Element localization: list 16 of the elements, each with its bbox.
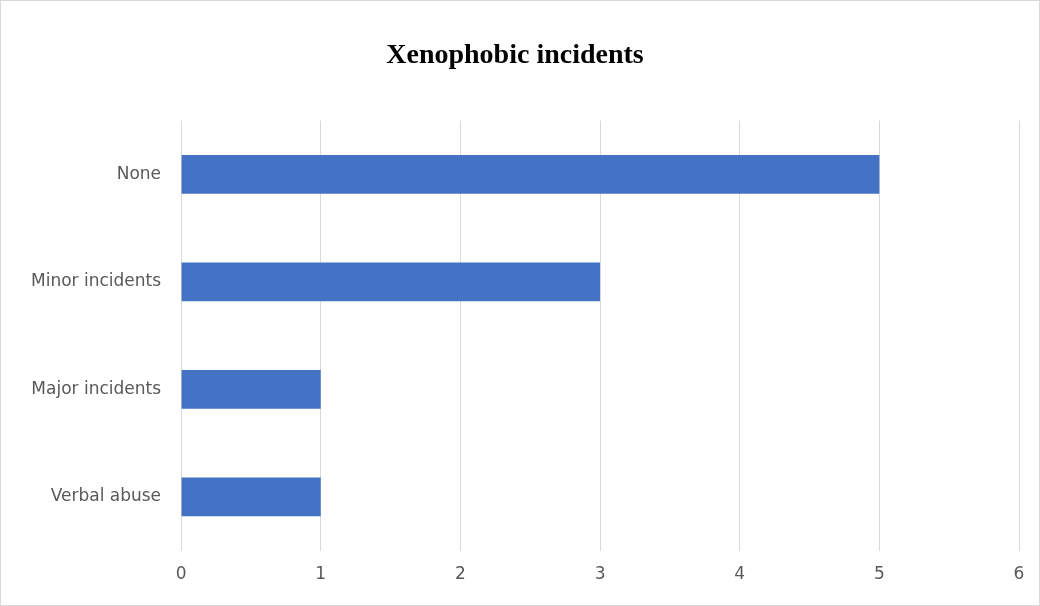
y-tick-label: Major incidents (31, 377, 162, 398)
y-tick-label: None (116, 162, 162, 183)
x-tick-label: 1 (315, 563, 327, 584)
x-tick-label: 4 (734, 563, 746, 584)
bar (181, 155, 880, 194)
x-tick-label: 3 (594, 563, 606, 584)
bar (181, 477, 321, 517)
x-tick-label: 2 (454, 563, 466, 584)
bar (181, 262, 601, 302)
x-tick-label: 6 (1013, 563, 1025, 584)
x-tick-label: 0 (175, 563, 187, 584)
chart-title: Xenophobic incidents (386, 38, 644, 70)
x-tick-label: 5 (873, 563, 885, 584)
bar (181, 370, 321, 409)
y-tick-label: Verbal abuse (50, 485, 162, 506)
y-tick-label: Minor incidents (31, 270, 162, 291)
